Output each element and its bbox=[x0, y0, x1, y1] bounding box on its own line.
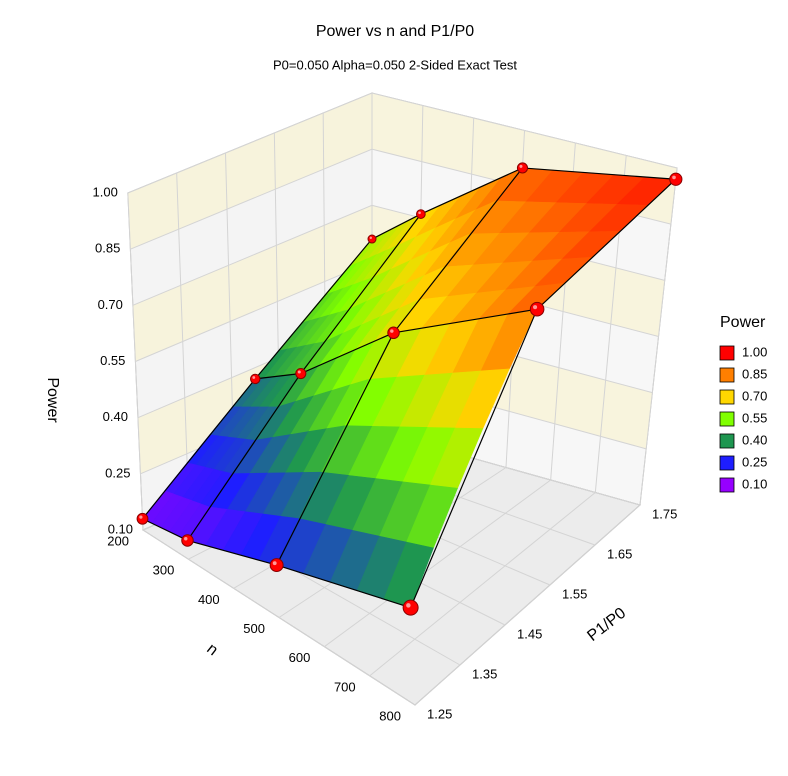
data-point bbox=[250, 373, 261, 385]
surface-line bbox=[255, 308, 538, 380]
point-highlight bbox=[406, 603, 411, 608]
data-point bbox=[416, 209, 426, 219]
point-highlight bbox=[519, 164, 523, 168]
grid-line bbox=[127, 192, 416, 706]
point-highlight bbox=[252, 376, 256, 379]
z-tick-label: 1.00 bbox=[93, 184, 118, 199]
data-point bbox=[529, 301, 545, 317]
data-point bbox=[516, 162, 529, 174]
legend-swatch bbox=[719, 367, 735, 383]
y-tick-label: 1.65 bbox=[607, 546, 632, 561]
point-highlight bbox=[297, 370, 301, 374]
z-tick-label: 0.40 bbox=[103, 409, 128, 424]
data-point bbox=[387, 326, 400, 340]
legend-swatch bbox=[719, 477, 735, 493]
data-point bbox=[367, 234, 377, 244]
x-tick-label: 500 bbox=[243, 621, 265, 636]
wall-band bbox=[132, 205, 372, 362]
surface-line bbox=[142, 518, 411, 609]
point-highlight bbox=[418, 211, 421, 215]
legend-label: 0.70 bbox=[742, 388, 767, 403]
z-tick-label: 0.25 bbox=[105, 465, 130, 480]
x-tick-label: 700 bbox=[334, 679, 356, 694]
legend-label: 0.10 bbox=[742, 476, 767, 491]
y-tick-label: 1.25 bbox=[427, 706, 452, 721]
y-tick-label: 1.35 bbox=[472, 666, 497, 681]
point-highlight bbox=[390, 329, 394, 333]
x-tick-label: 200 bbox=[107, 533, 129, 548]
legend-label: 0.55 bbox=[742, 410, 767, 425]
plot-area: 0.10 0.25 0.40 0.55 0.70 0.85 1.00 200 300 400 500… bbox=[93, 92, 683, 723]
legend-swatch bbox=[719, 433, 735, 449]
z-tick-label: 0.10 bbox=[108, 521, 133, 536]
legend-swatch bbox=[719, 389, 735, 405]
legend-label: 0.25 bbox=[742, 454, 767, 469]
point-highlight bbox=[369, 236, 372, 240]
legend-label: 0.85 bbox=[742, 366, 767, 381]
chart-subtitle: P0=0.050 Alpha=0.050 2-Sided Exact Test bbox=[273, 57, 517, 72]
z-axis-title: Power bbox=[44, 377, 61, 423]
data-point bbox=[669, 172, 683, 186]
point-highlight bbox=[272, 561, 277, 566]
legend-label: 0.40 bbox=[742, 432, 767, 447]
surface-line bbox=[371, 167, 676, 240]
y-tick-label: 1.45 bbox=[517, 626, 542, 641]
chart-title: Power vs n and P1/P0 bbox=[316, 23, 474, 40]
y-tick-label: 1.75 bbox=[652, 506, 677, 521]
data-point bbox=[181, 534, 194, 547]
y-tick-label: 1.55 bbox=[562, 586, 587, 601]
legend: Power 1.00 0.85 0.70 0.55 0.40 0.25 0.10 bbox=[719, 314, 767, 493]
wall-band bbox=[127, 93, 373, 250]
x-tick-label: 300 bbox=[153, 563, 175, 578]
data-point bbox=[295, 367, 307, 380]
data-point bbox=[269, 558, 284, 573]
legend-label: 1.00 bbox=[742, 344, 767, 359]
point-highlight bbox=[139, 515, 143, 519]
data-point bbox=[402, 599, 419, 616]
legend-swatch bbox=[719, 345, 735, 361]
z-tick-label: 0.70 bbox=[98, 297, 123, 312]
x-tick-label: 600 bbox=[289, 650, 311, 665]
x-tick-label: 800 bbox=[379, 708, 401, 723]
z-tick-label: 0.85 bbox=[95, 241, 120, 256]
point-highlight bbox=[533, 305, 538, 310]
legend-swatch bbox=[719, 411, 735, 427]
data-point bbox=[136, 512, 149, 525]
x-tick-label: 400 bbox=[198, 592, 220, 607]
z-tick-label: 0.55 bbox=[100, 353, 125, 368]
point-highlight bbox=[184, 536, 188, 541]
legend-title: Power bbox=[720, 314, 766, 331]
point-highlight bbox=[672, 175, 676, 180]
legend-swatch bbox=[719, 455, 735, 471]
